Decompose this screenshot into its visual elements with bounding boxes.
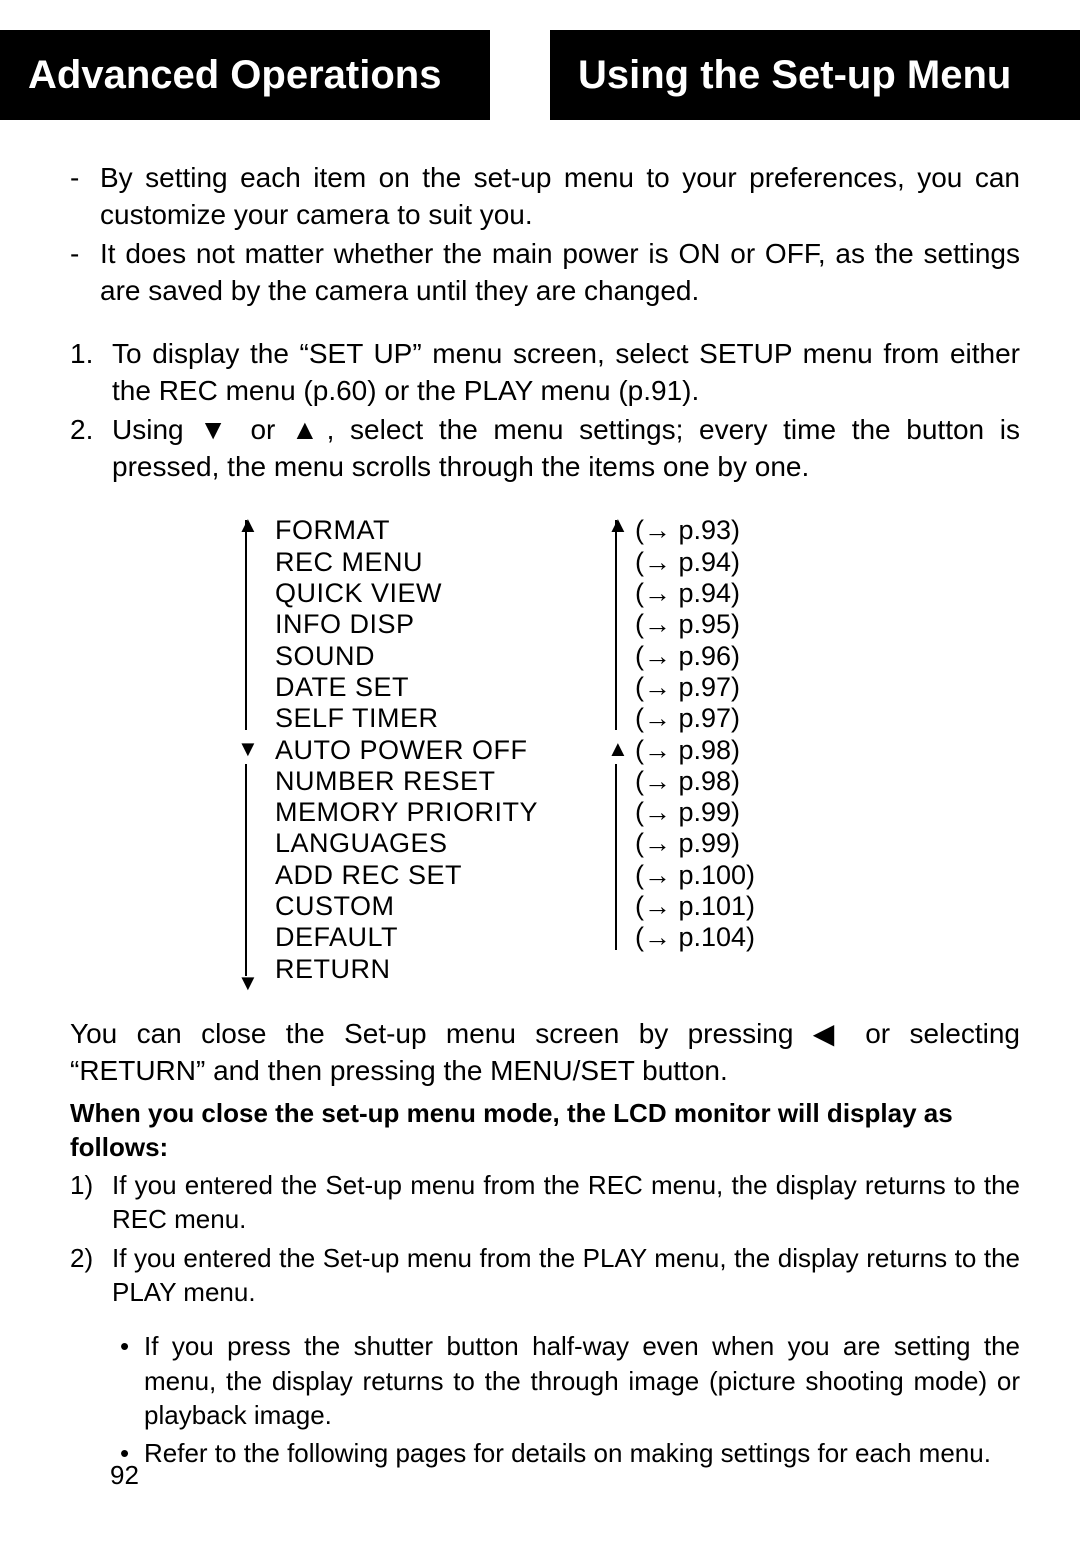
note-item: • If you press the shutter button half-w… — [120, 1329, 1020, 1432]
down-arrow-icon: ▼ — [237, 734, 259, 763]
menu-item: DEFAULT(→ p.104) — [275, 922, 875, 953]
menu-label: DEFAULT — [275, 920, 635, 956]
menu-item: QUICK VIEW(→ p.94) — [275, 578, 875, 609]
menu-page-ref: (→ p.93) — [635, 513, 875, 549]
menu-item: MEMORY PRIORITY(→ p.99) — [275, 797, 875, 828]
menu-page-ref: (→ p.94) — [635, 576, 875, 612]
header-section-title: Advanced Operations — [0, 30, 490, 120]
menu-page-ref: (→ p.99) — [635, 795, 875, 831]
menu-label: LANGUAGES — [275, 826, 635, 862]
step-text: To display the “SET UP” menu screen, sel… — [112, 336, 1020, 410]
list-item: 2) If you entered the Set-up menu from t… — [70, 1241, 1020, 1310]
menu-item: RETURN — [275, 954, 875, 985]
menu-label: FORMAT — [275, 513, 635, 549]
close-behavior-list: 1) If you entered the Set-up menu from t… — [70, 1168, 1020, 1309]
step-text: Using ▼ or ▲, select the menu settings; … — [112, 412, 1020, 486]
menu-page-ref: (→ p.100) — [635, 858, 875, 894]
menu-page-ref: (→ p.101) — [635, 889, 875, 925]
up-arrow-icon: ▲ — [237, 510, 259, 539]
menu-label: INFO DISP — [275, 607, 635, 643]
menu-page-ref: (→ p.97) — [635, 701, 875, 737]
list-text: If you entered the Set-up menu from the … — [112, 1241, 1020, 1310]
menu-page-ref: (→ p.96) — [635, 639, 875, 675]
intro-text: By setting each item on the set-up menu … — [100, 160, 1020, 234]
bracket-line — [245, 764, 247, 976]
menu-label: REC MENU — [275, 545, 635, 581]
bracket-line — [245, 520, 247, 730]
step-number: 2. — [70, 412, 112, 486]
page-header: Advanced Operations Using the Set-up Men… — [0, 30, 1080, 120]
menu-page-ref: (→ p.104) — [635, 920, 875, 956]
menu-page-ref: (→ p.97) — [635, 670, 875, 706]
page-content: - By setting each item on the set-up men… — [0, 120, 1080, 1471]
menu-label: RETURN — [275, 952, 635, 988]
menu-item: ADD REC SET(→ p.100) — [275, 860, 875, 891]
bullet-icon: • — [120, 1329, 144, 1432]
menu-rows: FORMAT(→ p.93) REC MENU(→ p.94) QUICK VI… — [275, 516, 875, 985]
list-number: 2) — [70, 1241, 112, 1310]
menu-item: SELF TIMER(→ p.97) — [275, 703, 875, 734]
menu-label: SOUND — [275, 639, 635, 675]
menu-item: NUMBER RESET(→ p.98) — [275, 766, 875, 797]
note-text: If you press the shutter button half-way… — [144, 1329, 1020, 1432]
close-menu-text: You can close the Set-up menu screen by … — [70, 1016, 1020, 1090]
steps-list: 1. To display the “SET UP” menu screen, … — [70, 336, 1020, 486]
menu-page-ref: (→ p.98) — [635, 764, 875, 800]
close-behavior-heading: When you close the set-up menu mode, the… — [70, 1096, 1020, 1165]
page-number: 92 — [110, 1460, 139, 1491]
menu-item: REC MENU(→ p.94) — [275, 547, 875, 578]
header-gap — [490, 30, 550, 120]
dash-icon: - — [70, 160, 100, 234]
notes-list: • If you press the shutter button half-w… — [120, 1329, 1020, 1470]
menu-page-ref: (→ p.99) — [635, 826, 875, 862]
intro-list: - By setting each item on the set-up men… — [70, 160, 1020, 310]
menu-label: ADD REC SET — [275, 858, 635, 894]
list-text: If you entered the Set-up menu from the … — [112, 1168, 1020, 1237]
menu-item: LANGUAGES(→ p.99) — [275, 829, 875, 860]
note-item: • Refer to the following pages for detai… — [120, 1436, 1020, 1470]
down-arrow-icon: ▼ — [237, 968, 259, 997]
intro-item: - By setting each item on the set-up men… — [70, 160, 1020, 234]
menu-label: NUMBER RESET — [275, 764, 635, 800]
menu-item: CUSTOM(→ p.101) — [275, 891, 875, 922]
menu-page-ref: (→ p.94) — [635, 545, 875, 581]
menu-label: MEMORY PRIORITY — [275, 795, 635, 831]
intro-text: It does not matter whether the main powe… — [100, 236, 1020, 310]
menu-item: DATE SET(→ p.97) — [275, 672, 875, 703]
menu-page-ref: (→ p.98) — [635, 733, 875, 769]
menu-item: FORMAT(→ p.93) — [275, 516, 875, 547]
menu-label: DATE SET — [275, 670, 635, 706]
list-item: 1) If you entered the Set-up menu from t… — [70, 1168, 1020, 1237]
menu-item: SOUND(→ p.96) — [275, 641, 875, 672]
menu-label: QUICK VIEW — [275, 576, 635, 612]
menu-item: INFO DISP(→ p.95) — [275, 610, 875, 641]
menu-item: AUTO POWER OFF(→ p.98) — [275, 735, 875, 766]
menu-page-ref: (→ p.95) — [635, 607, 875, 643]
note-text: Refer to the following pages for details… — [144, 1436, 1020, 1470]
dash-icon: - — [70, 236, 100, 310]
step-number: 1. — [70, 336, 112, 410]
menu-label: SELF TIMER — [275, 701, 635, 737]
menu-label: CUSTOM — [275, 889, 635, 925]
menu-label: AUTO POWER OFF — [275, 733, 635, 769]
step-item: 2. Using ▼ or ▲, select the menu setting… — [70, 412, 1020, 486]
setup-menu-diagram: ▲ ▼ ▼ ▲ ▲ FORMAT(→ p.93) REC MENU(→ p.94… — [185, 516, 905, 986]
intro-item: - It does not matter whether the main po… — [70, 236, 1020, 310]
list-number: 1) — [70, 1168, 112, 1237]
step-item: 1. To display the “SET UP” menu screen, … — [70, 336, 1020, 410]
header-page-title: Using the Set-up Menu — [550, 30, 1080, 120]
